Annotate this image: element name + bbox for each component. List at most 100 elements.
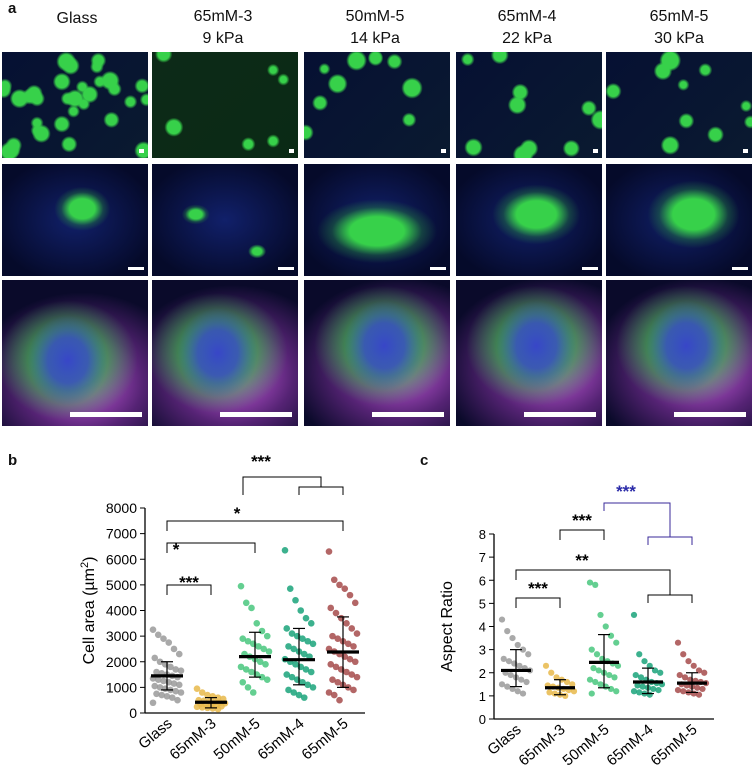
data-point — [325, 689, 333, 696]
data-point — [592, 581, 599, 588]
data-point — [514, 641, 521, 649]
data-point — [334, 635, 342, 642]
data-point — [332, 609, 340, 617]
significance-stars: *** — [179, 573, 199, 592]
data-point — [523, 678, 530, 686]
data-point — [286, 585, 294, 593]
data-point — [175, 650, 183, 658]
data-point — [637, 674, 645, 681]
column-header-line2: 9 kPa — [202, 30, 244, 47]
data-point — [307, 620, 315, 627]
significance-bracket — [166, 584, 212, 595]
data-point — [237, 663, 245, 671]
data-point — [514, 688, 521, 695]
column-header-glass: Glass — [2, 8, 152, 30]
y-tick-label: 1000 — [106, 679, 137, 695]
y-tick-label: 5000 — [106, 577, 137, 593]
data-point — [509, 685, 516, 693]
data-point — [239, 678, 247, 686]
data-point — [248, 604, 255, 612]
data-point — [592, 678, 599, 686]
y-tick-label: 2000 — [106, 654, 137, 670]
data-point — [292, 596, 299, 604]
data-point — [163, 693, 171, 700]
data-point — [674, 686, 682, 694]
data-point — [350, 643, 357, 650]
data-point — [177, 667, 185, 675]
data-point — [302, 614, 310, 622]
data-point — [327, 604, 335, 612]
data-point — [307, 668, 315, 676]
data-point — [639, 683, 646, 690]
data-point — [244, 684, 252, 691]
data-point — [170, 645, 178, 653]
column-header-65mM-3: 65mM-3 9 kPa — [148, 6, 298, 50]
data-point — [518, 676, 525, 683]
data-point — [256, 658, 264, 666]
data-point — [680, 688, 687, 695]
data-point — [346, 591, 354, 599]
column-header-line1: Glass — [56, 10, 98, 27]
micrograph-r2-c4 — [456, 164, 602, 276]
data-point — [650, 685, 657, 693]
data-point — [350, 686, 357, 694]
data-point — [590, 665, 597, 672]
data-point — [613, 639, 620, 646]
data-point — [151, 682, 159, 690]
data-point — [597, 681, 604, 688]
data-point — [646, 662, 653, 669]
significance-stars: *** — [528, 579, 548, 598]
scale-bar — [593, 149, 598, 153]
data-point — [680, 651, 687, 658]
data-point — [265, 648, 273, 655]
category-label: 50mM-5 — [210, 715, 263, 763]
data-point — [260, 645, 268, 653]
data-point — [657, 669, 664, 676]
data-point — [327, 661, 335, 668]
data-point — [330, 576, 338, 584]
data-point — [353, 673, 361, 681]
column-header-line1: 50mM-5 — [345, 8, 405, 25]
scale-bar — [674, 412, 746, 417]
data-point — [299, 635, 306, 642]
data-point — [570, 688, 578, 695]
data-point — [156, 684, 164, 691]
data-point — [353, 630, 361, 637]
data-point — [695, 667, 703, 674]
data-point — [563, 678, 571, 686]
y-tick-label: 2 — [479, 666, 486, 681]
data-point — [290, 689, 298, 696]
data-point — [516, 662, 523, 669]
micrograph-r3-c2 — [152, 280, 298, 426]
data-point — [258, 627, 266, 635]
data-point — [586, 676, 594, 683]
data-point — [304, 637, 312, 645]
data-point — [507, 671, 514, 679]
data-point — [695, 691, 703, 698]
data-point — [332, 663, 340, 671]
data-point — [597, 611, 604, 619]
data-point — [351, 658, 359, 666]
data-point — [548, 669, 555, 676]
data-point — [509, 634, 516, 642]
data-point — [288, 673, 296, 681]
column-header-65mM-4: 65mM-4 22 kPa — [452, 6, 602, 50]
data-point — [309, 684, 317, 691]
data-point — [154, 631, 162, 639]
significance-stars: *** — [616, 482, 636, 501]
data-point — [606, 671, 613, 679]
data-point — [498, 681, 506, 688]
panel-label-b: b — [8, 452, 18, 469]
micrograph-r1-c2 — [152, 52, 298, 158]
micrograph-r1-c1 — [2, 52, 148, 158]
y-tick-label: 8 — [479, 527, 486, 542]
micrograph-r2-c3 — [304, 164, 450, 276]
data-point — [630, 688, 638, 695]
data-point — [249, 689, 257, 696]
micrograph-r1-c5 — [606, 52, 752, 158]
data-point — [160, 635, 167, 642]
data-point — [172, 687, 180, 695]
data-point — [348, 671, 356, 678]
significance-bracket — [166, 520, 344, 531]
data-point — [685, 658, 692, 665]
